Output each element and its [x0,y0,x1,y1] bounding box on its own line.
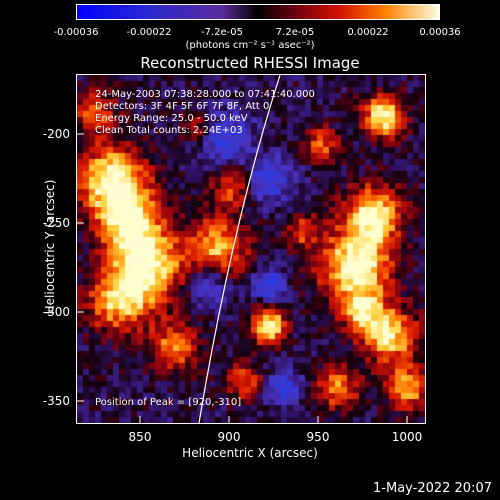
x-axis-label: Heliocentric X (arcsec) [182,446,318,460]
colorbar [76,4,440,20]
x-tick: 950 [306,430,330,444]
xray-heatmap [77,75,425,423]
x-tick: 900 [217,430,241,444]
y-tick: -350 [42,394,70,408]
colorbar-tick: -0.00036 [53,27,99,38]
colorbar-unit: (photons cm⁻² s⁻¹ asec⁻²) [185,40,315,51]
y-tick: -200 [42,127,70,141]
info-time: 24-May-2003 07:38:28.000 to 07:41:40.000 [95,89,315,100]
x-tick: 1000 [391,430,423,444]
x-tick: 850 [128,430,152,444]
y-tick: -300 [42,305,70,319]
plot-title: Reconstructed RHESSI Image [140,54,360,72]
solar-limb [198,75,281,423]
colorbar-tick: 0.00022 [347,27,389,38]
image-plot: 24-May-2003 07:38:28.000 to 07:41:40.000… [76,74,426,424]
info-clean: Clean Total counts: 2.24E+03 [95,125,243,136]
y-tick: -250 [42,216,70,230]
colorbar-tick: 7.2e-05 [275,27,315,38]
colorbar-tick: -7.2e-05 [201,27,243,38]
colorbar-tick: 0.00036 [419,27,461,38]
info-energy: Energy Range: 25.0 - 50.0 keV [95,113,248,124]
peak-position: Position of Peak = [920,-310] [95,397,242,408]
y-axis-label: Heliocentric Y (arcsec) [43,179,57,315]
colorbar-tick: -0.00022 [126,27,172,38]
datestamp: 1-May-2022 20:07 [373,481,492,496]
info-detectors: Detectors: 3F 4F 5F 6F 7F 8F, Att 0 [95,101,270,112]
